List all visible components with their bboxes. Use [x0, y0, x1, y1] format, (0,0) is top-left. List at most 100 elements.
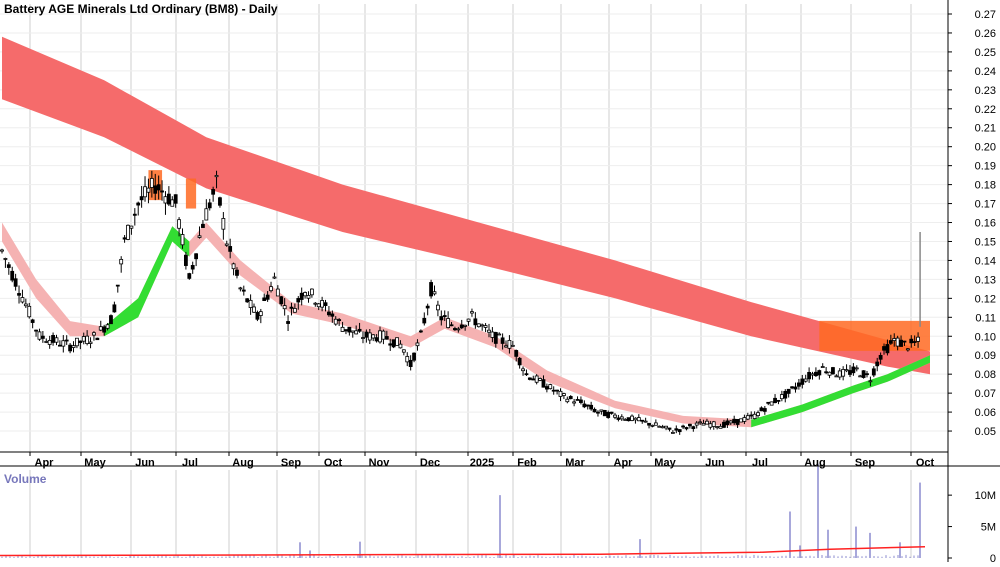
candle-body — [395, 337, 399, 346]
month-label: May — [654, 457, 676, 469]
candle-body — [0, 249, 4, 252]
candle-body — [592, 408, 597, 413]
candle-body — [640, 419, 645, 422]
candle-body — [3, 258, 8, 260]
price-tick-label: 0.10 — [975, 331, 996, 343]
price-tick-label: 0.24 — [975, 66, 996, 78]
candle-body — [800, 378, 805, 385]
month-label: Mar — [565, 457, 585, 469]
candle-body — [248, 299, 253, 308]
candle-body — [453, 328, 457, 331]
candle-body — [521, 368, 525, 372]
candle-body — [786, 388, 791, 394]
candle-body — [10, 270, 15, 281]
candle-body — [255, 312, 260, 320]
candle-body — [844, 369, 849, 372]
candle-body — [71, 345, 76, 348]
candle-body — [269, 286, 273, 292]
candle-body — [752, 413, 757, 419]
candle-body — [47, 340, 52, 345]
candle-body — [623, 419, 628, 421]
candle-body — [759, 407, 764, 412]
candle-body — [912, 341, 917, 343]
candle-body — [596, 411, 600, 414]
candle-body — [347, 326, 352, 333]
candle-body — [613, 414, 617, 418]
month-label: Jun — [705, 457, 725, 469]
candles — [0, 170, 921, 435]
candle-body — [241, 289, 246, 292]
price-tick-label: 0.13 — [975, 274, 996, 286]
candle-body — [265, 294, 270, 300]
candle-body — [204, 208, 209, 221]
candle-body — [367, 332, 372, 341]
candle-body — [793, 386, 798, 390]
crossover-highlight — [819, 320, 930, 351]
price-tick-label: 0.23 — [975, 85, 996, 97]
candle-body — [779, 394, 784, 400]
price-tick-label: 0.22 — [975, 104, 996, 116]
candle-body — [105, 324, 110, 329]
candle-body — [98, 326, 103, 331]
price-tick-label: 0.18 — [975, 180, 996, 192]
candle-body — [875, 361, 880, 367]
candle-body — [388, 343, 393, 346]
candle-body — [558, 390, 563, 397]
candle-body — [531, 378, 536, 381]
candle-body — [221, 218, 226, 230]
candle-body — [187, 273, 192, 279]
candle-body — [436, 304, 440, 311]
candle-body — [762, 408, 767, 412]
candle-body — [75, 337, 79, 347]
candle-body — [701, 423, 706, 426]
candle-body — [214, 175, 219, 178]
candle-body — [510, 344, 515, 347]
candle-body — [633, 417, 638, 421]
candle-body — [279, 296, 284, 305]
candle-body — [534, 375, 539, 383]
candle-body — [439, 316, 444, 321]
volume-tick-label: 0 — [990, 553, 996, 562]
candle-body — [327, 311, 331, 316]
candle-body — [224, 243, 229, 246]
candle-body — [258, 311, 263, 316]
candle-body — [160, 190, 164, 193]
candle-body — [766, 401, 771, 404]
candle-body — [691, 426, 696, 430]
candle-body — [401, 349, 406, 353]
candle-body — [562, 393, 566, 396]
candle-body — [64, 339, 69, 342]
candle-body — [122, 237, 127, 240]
candle-body — [664, 425, 668, 429]
candle-body — [524, 373, 529, 376]
month-label: Feb — [517, 457, 537, 469]
candle-body — [289, 306, 294, 309]
candle-body — [694, 422, 699, 426]
candle-body — [541, 379, 546, 388]
candle-body — [783, 390, 788, 399]
candle-body — [391, 339, 396, 348]
candle-body — [483, 325, 488, 328]
candle-body — [37, 331, 42, 340]
candle-body — [796, 382, 801, 387]
candle-body — [660, 426, 665, 429]
candle-body — [841, 369, 846, 377]
candle-body — [500, 337, 505, 344]
candle-body — [824, 371, 829, 374]
candle-body — [153, 185, 158, 194]
candle-body — [344, 329, 348, 332]
candle-body — [871, 368, 876, 376]
candle-body — [95, 337, 100, 341]
price-tick-label: 0.17 — [975, 199, 996, 211]
candle-body — [602, 410, 607, 417]
candle-body — [463, 324, 468, 327]
candle-body — [449, 324, 454, 327]
grid-layer — [0, 4, 948, 558]
candle-body — [776, 399, 781, 402]
candle-body — [303, 292, 307, 297]
candle-body — [282, 305, 287, 310]
volume-moving-average — [0, 545, 926, 557]
candle-body — [354, 330, 359, 335]
candle-body — [735, 418, 740, 425]
candle-body — [817, 370, 822, 376]
